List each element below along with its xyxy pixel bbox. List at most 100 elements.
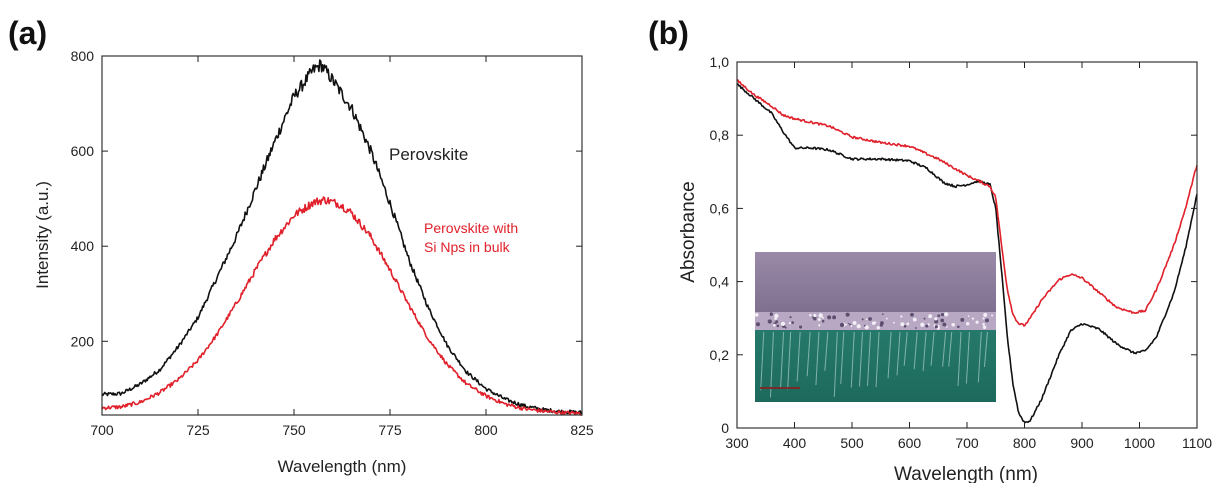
inset-particle	[780, 321, 786, 326]
panel-a-x-tick-label: 825	[570, 422, 594, 438]
inset-particle	[906, 322, 910, 326]
inset-particle	[809, 314, 812, 317]
inset-striation	[760, 331, 765, 391]
panel-b-x-tick-label: 300	[725, 435, 749, 451]
panel-a-x-tick-label: 800	[474, 422, 498, 438]
inset-particle	[892, 321, 895, 324]
inset-particle	[827, 315, 832, 320]
panel-b-label: (b)	[648, 15, 689, 51]
panel-b-x-tick-label: 1100	[1182, 435, 1212, 451]
inset-particle	[821, 319, 825, 323]
inset-particle	[885, 317, 888, 320]
inset-particle	[942, 322, 947, 327]
inset-particle	[951, 322, 956, 327]
inset-particle	[934, 317, 938, 321]
inset-particle	[940, 312, 945, 317]
panel-a-ticks: 700 725 750 775 800 825 200 400 600 800	[71, 48, 594, 438]
panel-b-x-tick-label: 900	[1070, 435, 1094, 451]
panel-a: (a) 700 725 750 775 800 825 200 400 600 800 Wavel…	[8, 15, 594, 476]
inset-particle	[788, 321, 791, 325]
panel-a-x-tick-label: 775	[378, 422, 402, 438]
inset-top-layer	[755, 252, 996, 314]
inset-particle	[791, 321, 795, 325]
inset-striation	[948, 331, 953, 367]
inset-particle	[912, 317, 917, 322]
panel-b-x-tick-label: 500	[840, 435, 864, 451]
inset-particle	[940, 318, 945, 323]
inset-striation	[875, 331, 880, 388]
panel-b-x-axis-title: Wavelength (nm)	[894, 464, 1038, 483]
inset-nanoparticle-layer	[755, 312, 996, 330]
panel-b: (b) 300 400 500 600 700 800 900 1000 1100 0 0,2 0,4…	[648, 15, 1212, 483]
panel-b-x-tick-label: 400	[783, 435, 807, 451]
inset-particle	[975, 320, 979, 324]
inset-striation	[896, 331, 901, 376]
panel-a-y-axis-title: Intensity (a.u.)	[33, 181, 52, 289]
inset-particle	[769, 312, 774, 316]
inset-particle	[876, 326, 880, 330]
inset-particle	[960, 317, 965, 322]
inset-striation	[769, 331, 774, 398]
inset-particle	[774, 313, 779, 319]
inset-striation	[913, 331, 918, 370]
inset-particle	[928, 314, 933, 319]
inset-particle	[967, 315, 970, 317]
inset-particle	[983, 314, 986, 317]
panel-b-y-tick-label: 1,0	[710, 54, 730, 70]
inset-striation	[887, 331, 892, 379]
inset-particle	[799, 325, 803, 329]
inset-particle	[813, 313, 817, 318]
panel-a-y-tick-label: 400	[71, 238, 95, 254]
inset-striation	[942, 331, 947, 367]
inset-particle	[910, 312, 914, 317]
panel-b-y-tick-label: 0,2	[710, 347, 730, 363]
panel-b-ticks: 300 400 500 600 700 800 900 1000 1100 0 0,2 0,4 0,6 0…	[710, 54, 1213, 451]
annotation-si-nps-in-bulk: Si Nps in bulk	[424, 239, 511, 255]
panel-b-y-tick-label: 0,4	[710, 274, 730, 290]
panel-b-series-2-line	[736, 79, 1198, 327]
inset-particle	[813, 317, 817, 321]
inset-particle	[900, 315, 903, 318]
inset-particle	[789, 316, 792, 319]
inset-particle	[861, 318, 864, 321]
panel-b-x-tick-label: 600	[898, 435, 922, 451]
inset-particle	[873, 321, 877, 324]
panel-b-x-tick-label: 1000	[1124, 435, 1155, 451]
panel-a-frame	[101, 55, 583, 416]
inset-particle	[850, 325, 853, 328]
inset-particle	[920, 322, 925, 327]
panel-a-x-tick-label: 750	[282, 422, 306, 438]
panel-a-y-tick-label: 200	[71, 333, 95, 349]
inset-particle	[845, 323, 848, 326]
inset-particle	[900, 322, 905, 327]
inset-striation	[922, 331, 927, 372]
inset-particle	[868, 317, 872, 321]
inset-particle	[991, 314, 994, 317]
panel-b-y-axis-title: Absorbance	[678, 181, 699, 282]
inset-striation	[840, 331, 845, 384]
inset-particle	[934, 325, 938, 329]
inset-particle	[839, 322, 845, 328]
inset-particle	[879, 323, 883, 327]
inset-particle	[818, 313, 823, 318]
inset-striation	[824, 331, 829, 371]
inset-striation	[957, 331, 962, 387]
inset-particle	[937, 314, 941, 318]
inset-particle	[925, 324, 929, 328]
panel-b-y-tick-label: 0,6	[710, 200, 730, 216]
inset-particle	[776, 324, 780, 328]
inset-particle	[982, 323, 985, 326]
panel-a-plot-area	[101, 59, 583, 416]
inset-particle	[982, 325, 987, 330]
panel-a-x-tick-label: 700	[90, 422, 114, 438]
inset-particle	[863, 324, 866, 327]
panel-b-y-tick-label: 0,8	[710, 127, 730, 143]
inset-particle	[957, 325, 960, 329]
inset-sem-image	[754, 252, 996, 402]
inset-striation	[858, 331, 863, 387]
panel-a-x-axis-title: Wavelength (nm)	[278, 457, 407, 476]
inset-particle	[852, 321, 857, 325]
inset-striation	[930, 331, 935, 366]
inset-particle	[856, 324, 861, 329]
inset-striation	[833, 331, 838, 397]
